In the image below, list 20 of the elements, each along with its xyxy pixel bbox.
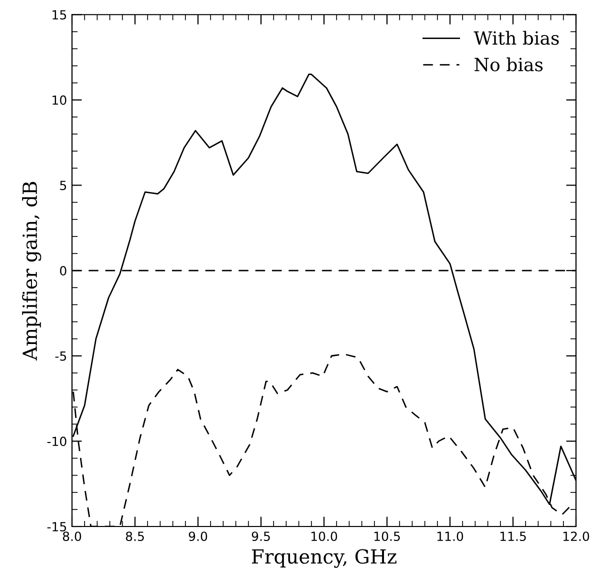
- x-tick-label: 11.5: [500, 532, 526, 542]
- x-tick-label: 11.0: [437, 532, 464, 542]
- y-tick-label: 0: [60, 266, 66, 276]
- x-tick-label: 9.5: [252, 532, 270, 542]
- legend-label: With bias: [474, 30, 559, 45]
- legend-label: No bias: [474, 57, 543, 72]
- x-tick-label: 12.0: [563, 532, 590, 542]
- x-tick-label: 10.0: [311, 532, 338, 542]
- x-tick-label: 9.0: [188, 532, 208, 542]
- y-tick-label: -5: [55, 352, 66, 361]
- x-axis-title: Frquency, GHz: [252, 549, 396, 568]
- y-tick-label: 10: [52, 95, 66, 105]
- y-tick-label: -15: [47, 522, 66, 532]
- y-tick-label: 15: [52, 10, 66, 20]
- x-tick-label: 8.5: [126, 532, 144, 542]
- y-tick-label: -10: [47, 436, 66, 446]
- y-axis-title: Amplifier gain, dB: [22, 182, 42, 360]
- x-tick-label: 8.0: [62, 532, 82, 542]
- y-tick-label: 5: [60, 180, 66, 190]
- x-tick-label: 10.5: [374, 532, 400, 542]
